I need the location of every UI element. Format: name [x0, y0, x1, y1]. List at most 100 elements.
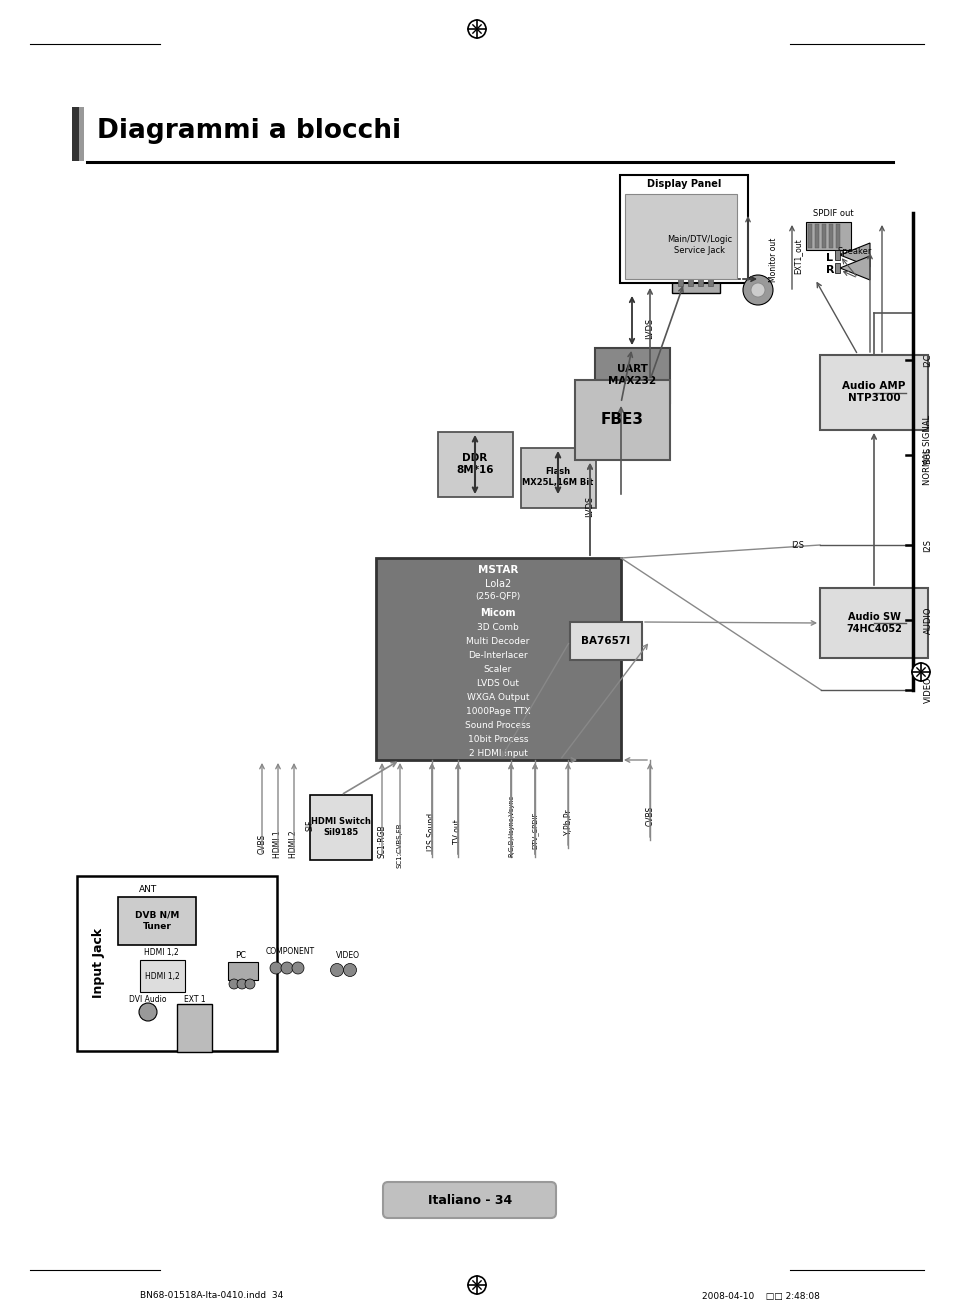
Bar [595, 348, 669, 403]
Bar [687, 269, 692, 286]
Text: UART
MAX232: UART MAX232 [607, 364, 656, 386]
Bar [624, 194, 737, 279]
Bar [671, 265, 720, 293]
Text: HDMI Switch
SiI9185: HDMI Switch SiI9185 [311, 817, 371, 837]
Bar [118, 897, 195, 945]
Text: SPDIF out: SPDIF out [812, 209, 852, 218]
Text: HDMI 1,2: HDMI 1,2 [145, 971, 179, 980]
Text: DTV_SPDIF: DTV_SPDIF [531, 811, 537, 849]
Text: CVBS: CVBS [645, 805, 654, 827]
Text: LVDS: LVDS [585, 495, 594, 516]
FancyBboxPatch shape [382, 1183, 556, 1218]
Text: DVI Audio: DVI Audio [129, 996, 167, 1004]
Text: DVB N/M
Tuner: DVB N/M Tuner [134, 911, 179, 932]
Bar [140, 961, 185, 992]
Circle shape [468, 1276, 485, 1294]
Text: SIF: SIF [305, 820, 314, 830]
Text: Flash
MX25L,16M Bit: Flash MX25L,16M Bit [521, 466, 593, 487]
Bar [814, 223, 818, 248]
Bar [520, 448, 596, 509]
Circle shape [750, 283, 764, 297]
Text: SC1:CVBS,FB: SC1:CVBS,FB [396, 823, 402, 867]
Text: 10bit Process: 10bit Process [467, 735, 528, 744]
Text: 1000Page TTX: 1000Page TTX [465, 707, 530, 716]
Text: WXGA Output: WXGA Output [466, 692, 529, 702]
Text: Audio AMP
NTP3100: Audio AMP NTP3100 [841, 381, 904, 403]
Text: EXT 1: EXT 1 [184, 996, 206, 1004]
Bar [79, 106, 84, 162]
Text: LVDS: LVDS [645, 318, 654, 339]
Bar [805, 222, 850, 250]
Text: HDMI 2: HDMI 2 [289, 830, 298, 858]
Bar [375, 558, 620, 759]
Circle shape [139, 1003, 157, 1021]
Text: HDMI 1,2: HDMI 1,2 [144, 949, 178, 958]
Text: TV out: TV out [453, 820, 462, 845]
Bar [437, 432, 513, 497]
Text: VIDEO: VIDEO [335, 951, 359, 961]
Text: Sound Process: Sound Process [465, 720, 530, 729]
Text: De-Interlacer: De-Interlacer [468, 650, 527, 660]
Text: I2C: I2C [923, 353, 931, 367]
Bar [835, 223, 840, 248]
Circle shape [330, 963, 343, 976]
Text: I2S: I2S [791, 540, 803, 549]
Text: I2S: I2S [923, 539, 931, 552]
Text: Micom: Micom [479, 608, 516, 618]
Text: 2 HDMI input: 2 HDMI input [468, 749, 527, 757]
Circle shape [343, 963, 356, 976]
Text: Scaler: Scaler [483, 665, 512, 674]
Circle shape [245, 979, 254, 989]
Text: Y,Pb,Pr: Y,Pb,Pr [563, 808, 572, 836]
Text: Multi Decoder: Multi Decoder [466, 636, 529, 645]
Text: Monitor out: Monitor out [769, 238, 778, 283]
Polygon shape [840, 243, 869, 267]
Text: L: L [825, 254, 833, 263]
Bar [569, 622, 641, 660]
Text: Audio SW
74HC4052: Audio SW 74HC4052 [845, 612, 901, 635]
Text: BUS: BUS [923, 447, 931, 464]
Text: R,G,B,Hsync,Vsync: R,G,B,Hsync,Vsync [507, 795, 514, 857]
Circle shape [468, 20, 485, 38]
Bar [807, 223, 811, 248]
Bar [828, 223, 832, 248]
Circle shape [270, 962, 282, 974]
Circle shape [236, 979, 247, 989]
Text: CVBS: CVBS [257, 834, 266, 854]
Circle shape [292, 962, 304, 974]
Text: HDMI 1: HDMI 1 [274, 830, 282, 858]
Text: VIDEO: VIDEO [923, 677, 931, 703]
Text: NORMAL SIGNAL: NORMAL SIGNAL [923, 415, 931, 485]
Bar [834, 263, 840, 273]
Text: PC: PC [235, 950, 246, 959]
Text: Italiano - 34: Italiano - 34 [428, 1193, 512, 1206]
Circle shape [911, 664, 929, 681]
Bar [77, 876, 276, 1051]
Text: SC1:RGB: SC1:RGB [377, 824, 386, 858]
Circle shape [742, 275, 772, 305]
Text: BN68-01518A-Ita-0410.indd  34: BN68-01518A-Ita-0410.indd 34 [140, 1292, 283, 1301]
Text: Main/DTV/Logic
Service Jack: Main/DTV/Logic Service Jack [667, 235, 732, 255]
Text: Diagrammi a blocchi: Diagrammi a blocchi [97, 118, 400, 145]
Text: 2008-04-10    □□ 2:48:08: 2008-04-10 □□ 2:48:08 [701, 1292, 820, 1301]
Bar [707, 269, 712, 286]
Text: FBE3: FBE3 [599, 413, 643, 427]
Text: 3D Comb: 3D Comb [476, 623, 518, 632]
Circle shape [281, 962, 293, 974]
Bar [71, 106, 79, 162]
Bar [575, 380, 669, 460]
Text: Lola2: Lola2 [484, 579, 511, 589]
Bar [820, 355, 927, 430]
Text: COMPONENT: COMPONENT [265, 947, 314, 957]
Text: EXT1_out: EXT1_out [793, 238, 801, 273]
Bar [834, 250, 840, 260]
Bar [678, 269, 682, 286]
Polygon shape [840, 256, 869, 280]
Text: Display Panel: Display Panel [646, 179, 720, 189]
Bar [821, 223, 825, 248]
Bar [228, 962, 257, 980]
Bar [698, 269, 702, 286]
Text: DDR
8M*16: DDR 8M*16 [456, 453, 494, 476]
Text: LVDS Out: LVDS Out [476, 678, 518, 687]
Bar [177, 1004, 212, 1053]
